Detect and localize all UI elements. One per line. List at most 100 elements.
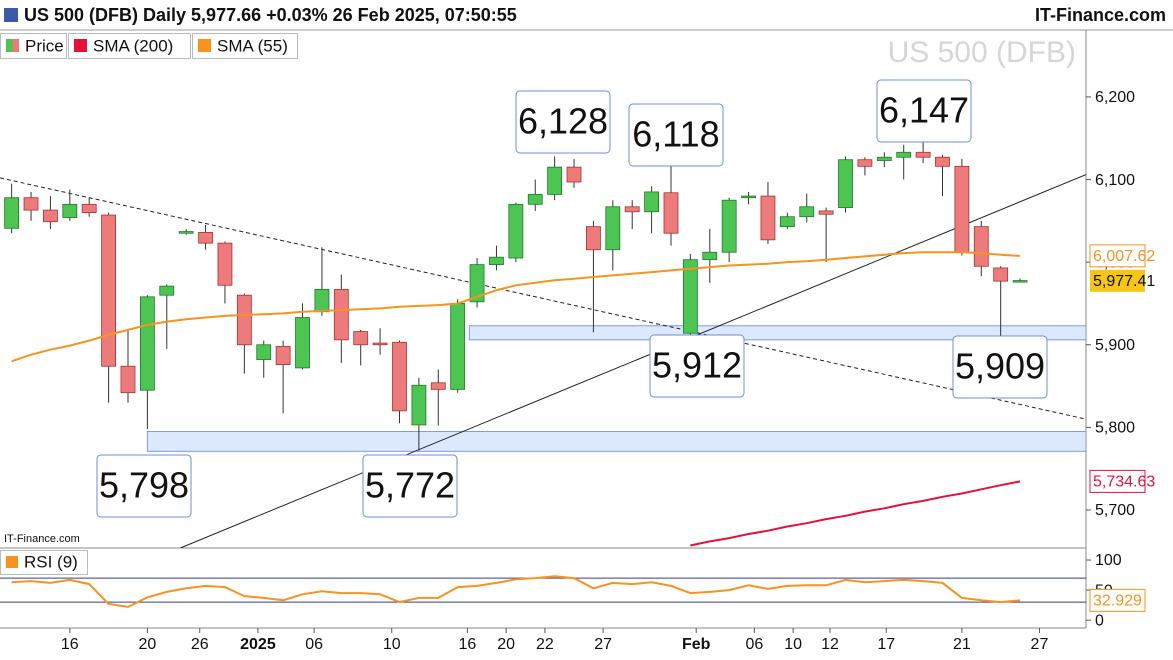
candle-body: [973, 226, 989, 267]
candle-body: [81, 203, 97, 213]
last-value-label: 32.929: [1093, 593, 1142, 610]
annotation-label: 5,772: [365, 465, 455, 506]
series-line: [11, 251, 1021, 363]
candle-body: [954, 165, 970, 253]
price-label: 5,977.41: [1093, 273, 1155, 290]
legend-label: SMA (200): [93, 36, 173, 55]
candle-body: [217, 242, 233, 286]
candle-body: [838, 159, 853, 209]
candle-body: [935, 156, 950, 167]
x-tick-label: 10: [383, 636, 401, 653]
candle-body: [586, 226, 601, 251]
candle-body: [527, 194, 543, 205]
annotation-box: [952, 335, 1048, 399]
legend-swatch: [198, 39, 211, 52]
trendline: [0, 177, 1086, 420]
x-tick-label: 20: [138, 636, 156, 653]
candle-body: [450, 303, 466, 390]
candle-body: [741, 195, 756, 199]
source: IT-Finance.com: [4, 533, 80, 545]
support-zone: [146, 431, 1086, 452]
annotation-box: [628, 103, 724, 167]
candle-body: [314, 289, 330, 313]
candle-body: [101, 214, 116, 367]
candle-body: [489, 256, 504, 266]
series-line: [11, 575, 1021, 608]
annotation-label: 5,909: [955, 346, 1045, 387]
candle-body: [1012, 280, 1028, 283]
candle-body: [857, 159, 873, 167]
candle-body: [372, 342, 388, 346]
last-value-box: [1089, 469, 1146, 493]
candle-body: [353, 331, 369, 346]
x-tick-label: 17: [877, 636, 895, 653]
overlay: 5,7005,8005,9006,0006,1006,2005,734.636,…: [0, 33, 1155, 653]
candle-body: [62, 203, 78, 218]
candle-body: [469, 264, 485, 303]
candle-body: [605, 206, 621, 251]
candle-body: [411, 384, 427, 426]
annotation-label: 6,118: [632, 114, 719, 155]
candle-body: [702, 251, 718, 261]
x-tick-label: 06: [305, 636, 323, 653]
candle-body: [779, 216, 795, 228]
x-tick-label: Feb: [682, 636, 711, 653]
support-zone: [468, 325, 1086, 341]
y-tick-label: 100: [1095, 552, 1122, 569]
candle-body: [139, 296, 155, 391]
legend-box: [68, 33, 191, 59]
x-tick-label: 16: [458, 636, 476, 653]
candle-body: [566, 166, 582, 183]
candle-body: [896, 151, 912, 158]
y-tick-label: 6,100: [1095, 172, 1135, 189]
x-tick-label: 22: [536, 636, 554, 653]
annotation-box: [876, 79, 972, 143]
y-tick-label: 0: [1095, 612, 1104, 629]
candle-body: [508, 203, 524, 259]
legend-swatch: [6, 556, 18, 568]
candle-body: [256, 344, 272, 361]
annotation-label: 6,128: [518, 101, 608, 142]
candle-body: [663, 192, 679, 234]
candle-body: [644, 191, 659, 213]
rsi-plot: [0, 575, 1086, 608]
annotation-box: [96, 454, 192, 518]
candle-body: [43, 209, 58, 223]
legend-swatch: [74, 39, 87, 52]
candle-body: [392, 341, 407, 412]
logo: [4, 8, 18, 22]
trendline: [180, 174, 1086, 548]
header-site: IT-Finance.com: [1035, 5, 1166, 25]
y-tick-label: 5,700: [1095, 502, 1135, 519]
x-tick-label: 16: [61, 636, 79, 653]
candle-body: [721, 199, 737, 253]
candle-body: [547, 166, 563, 195]
legend-swatch: [6, 39, 13, 52]
x-tick-label: 27: [1031, 636, 1049, 653]
candle-body: [120, 365, 136, 394]
last-value-box: [1089, 244, 1146, 268]
candle-body: [333, 289, 349, 341]
y-tick-label: 5,800: [1095, 420, 1135, 437]
legend-label: RSI (9): [24, 552, 78, 571]
x-tick-label: 12: [821, 636, 839, 653]
annotation-label: 6,147: [879, 90, 969, 131]
candle-body: [23, 197, 39, 211]
x-tick-label: 06: [745, 636, 763, 653]
x-tick-label: 27: [594, 636, 612, 653]
candle-body: [818, 210, 834, 215]
watermark: US 500 (DFB): [888, 36, 1076, 69]
candle-body: [159, 285, 175, 296]
header-title: US 500 (DFB) Daily 5,977.66 +0.03% 26 Fe…: [24, 5, 517, 25]
y-tick-label: 6,200: [1095, 89, 1135, 106]
candle-body: [682, 259, 698, 334]
annotation-label: 5,798: [99, 465, 189, 506]
x-tick-label: 2025: [240, 636, 276, 653]
x-tick-label: 20: [497, 636, 515, 653]
candle-body: [760, 195, 776, 241]
annotation-box: [649, 334, 745, 398]
candle-body: [799, 206, 815, 218]
candle-body: [178, 231, 194, 234]
x-tick-label: 10: [784, 636, 802, 653]
